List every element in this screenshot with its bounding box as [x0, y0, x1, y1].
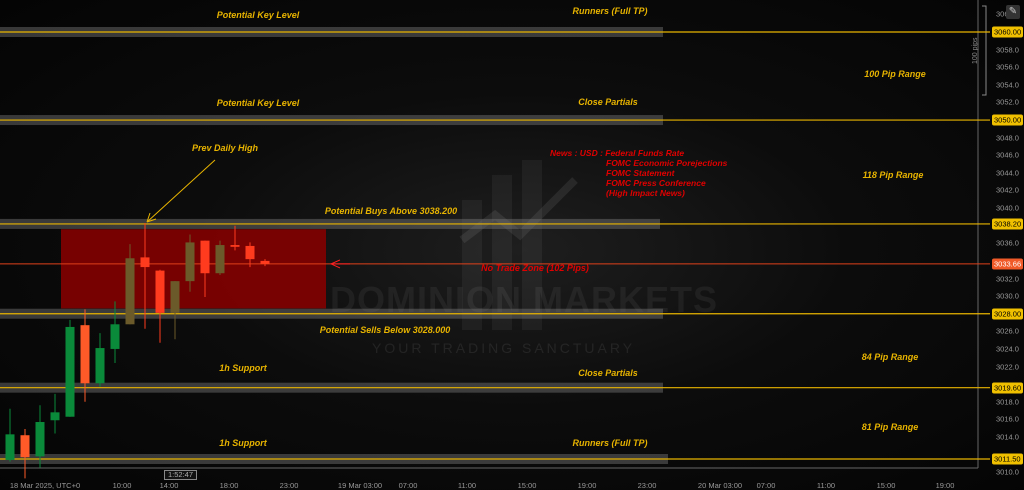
pip-ruler	[982, 5, 987, 96]
prev-high-arrow	[146, 159, 216, 223]
y-tick-label: 3014.0	[996, 432, 1019, 442]
candle-body	[200, 240, 210, 274]
y-tick-label: 3032.0	[996, 274, 1019, 283]
x-tick-label: 10:00	[112, 481, 132, 490]
y-tick-label: 3056.0	[996, 62, 1019, 72]
candle-body	[140, 257, 150, 268]
news-line: FOMC Press Conference	[606, 178, 706, 188]
news-line: (High Impact News)	[606, 188, 685, 198]
watermark-brand: DOMINION MARKETS	[330, 279, 718, 320]
candle-body	[5, 434, 15, 460]
candle-body	[215, 245, 225, 274]
logo-arrow	[459, 177, 578, 244]
y-tick-label: 3046.0	[996, 150, 1019, 160]
y-tick-label: 3058.0	[996, 45, 1019, 55]
candle-body	[110, 324, 120, 349]
candle-body	[65, 326, 75, 417]
x-tick-label: 19:00	[577, 481, 597, 490]
x-tick-label: 23:00	[279, 481, 299, 490]
annotation-key-level: Potential Key Level	[216, 98, 300, 108]
candle-body	[260, 260, 270, 264]
no-trade-arrow	[329, 259, 350, 269]
candle-body	[50, 412, 60, 421]
annotation-prev-daily-high: Prev Daily High	[191, 143, 259, 153]
candle-body	[230, 245, 240, 247]
annotation-support: 1h Support	[219, 438, 267, 448]
edit-square-icon[interactable]: ✎	[1006, 5, 1020, 19]
level-price-tag: 3011.50	[992, 453, 1023, 465]
level-price-tag: 3050.00	[992, 114, 1024, 126]
candle-body	[80, 325, 90, 384]
y-tick-label: 3052.0	[996, 97, 1019, 107]
annotation-runners: Runners (Full TP)	[572, 438, 648, 448]
x-tick-label: 11:00	[816, 481, 836, 490]
annotation-close-partials: Close Partials	[578, 97, 638, 107]
candle-body	[170, 281, 180, 313]
y-tick-label: 3016.0	[996, 414, 1019, 424]
candle-body	[35, 422, 45, 457]
x-tick-label: 07:00	[756, 481, 776, 490]
annotation-sells-below: Potential Sells Below 3028.000	[319, 325, 451, 335]
annotation-support: 1h Support	[219, 363, 267, 373]
countdown-timer: 1:52:47	[164, 470, 198, 480]
ruler-label: 100 pips	[972, 37, 979, 64]
x-tick-label: 11:00	[457, 481, 477, 490]
annotation-range: 100 Pip Range	[864, 69, 926, 79]
annotation-no-trade-zone: No Trade Zone (102 Pips)	[481, 263, 589, 273]
y-tick-label: 3040.0	[996, 203, 1019, 213]
y-tick-label: 3024.0	[996, 344, 1019, 354]
level-price-tag: 3060.00	[992, 26, 1024, 38]
annotation-range: 84 Pip Range	[861, 352, 919, 362]
y-tick-label: 3036.0	[996, 238, 1019, 248]
annotation-range: 118 Pip Range	[862, 170, 924, 180]
candle-body	[20, 435, 30, 458]
candle-body	[155, 270, 165, 313]
annotation-close-partials: Close Partials	[578, 368, 638, 378]
x-tick-label: 18 Mar 2025, UTC+0	[9, 481, 81, 490]
news-line: FOMC Economic Porejections	[606, 158, 728, 168]
news-line: News : USD : Federal Funds Rate	[550, 148, 685, 158]
watermark-tagline: YOUR TRADING SANCTUARY	[372, 340, 636, 356]
candle-body	[245, 245, 255, 260]
annotation-buys-above: Potential Buys Above 3038.200	[324, 206, 458, 216]
x-tick-label: 20 Mar 03:00	[697, 481, 743, 490]
annotation-range: 81 Pip Range	[861, 422, 919, 432]
current-price-tag: 3033.66	[992, 258, 1024, 270]
y-tick-label: 3022.0	[996, 362, 1019, 372]
candle-body	[95, 348, 105, 384]
y-tick-label: 3044.0	[996, 168, 1019, 178]
y-tick-label: 3030.0	[996, 291, 1019, 301]
logo-bars	[462, 160, 542, 330]
x-tick-label: 23:00	[637, 481, 657, 490]
candle-body	[185, 242, 195, 282]
x-tick-label: 19:00	[935, 481, 955, 490]
y-tick-label: 3018.0	[996, 397, 1019, 407]
y-tick-label: 306	[996, 9, 1009, 19]
level-price-tag: 3028.00	[992, 308, 1024, 320]
annotation-runners: Runners (Full TP)	[572, 6, 648, 16]
x-tick-label: 07:00	[398, 481, 418, 490]
y-tick-label: 3026.0	[996, 326, 1019, 336]
x-tick-label: 15:00	[876, 481, 896, 490]
news-line: FOMC Statement	[606, 168, 675, 178]
y-tick-label: 3054.0	[996, 80, 1019, 90]
y-tick-label: 3010.0	[996, 467, 1019, 477]
candle-body	[125, 258, 135, 325]
x-tick-label: 15:00	[517, 481, 537, 490]
y-tick-label: 3042.0	[996, 185, 1019, 195]
annotation-key-level: Potential Key Level	[216, 10, 300, 20]
x-tick-label: 18:00	[219, 481, 239, 490]
x-tick-label: 14:00	[159, 481, 179, 490]
news-annotation: News : USD : Federal Funds Rate FOMC Eco…	[550, 148, 727, 198]
level-price-tag: 3038.20	[992, 218, 1024, 230]
y-tick-label: 3048.0	[996, 133, 1019, 143]
x-tick-label: 19 Mar 03:00	[337, 481, 383, 490]
level-price-tag: 3019.60	[992, 382, 1024, 394]
